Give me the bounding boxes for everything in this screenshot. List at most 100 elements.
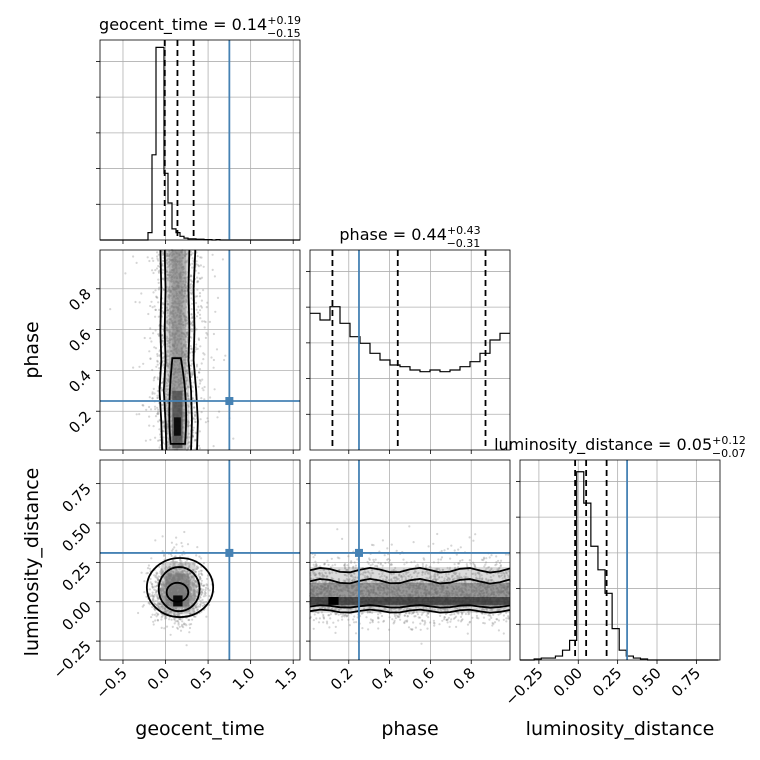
sample-point: [152, 425, 155, 428]
histogram-step: [310, 306, 510, 373]
sample-point: [195, 363, 199, 366]
sample-point: [172, 313, 175, 316]
sample-point: [182, 413, 185, 417]
sample-point: [177, 285, 181, 288]
sample-point: [161, 334, 164, 337]
sample-point: [161, 352, 165, 355]
sample-point: [174, 332, 177, 335]
sample-point: [182, 271, 185, 274]
sample-point: [166, 273, 169, 276]
sample-point: [175, 351, 178, 354]
sample-point: [172, 363, 175, 366]
sample-point: [176, 626, 179, 629]
sample-point: [459, 546, 462, 549]
sample-point: [457, 548, 460, 551]
sample-point: [180, 259, 183, 262]
sample-point: [171, 299, 174, 302]
sample-point: [198, 447, 201, 450]
sample-point: [195, 571, 198, 574]
sample-point: [178, 304, 181, 307]
sample-point: [204, 320, 207, 324]
sample-point: [203, 601, 206, 604]
sample-point: [176, 260, 179, 263]
sample-point: [186, 543, 190, 546]
sample-point: [151, 306, 154, 309]
sample-point: [352, 618, 355, 621]
sample-point: [194, 414, 197, 417]
sample-point: [178, 302, 181, 305]
sample-point: [170, 305, 173, 308]
sample-point: [156, 353, 159, 356]
sample-point: [198, 292, 202, 295]
sample-point: [181, 296, 185, 299]
sample-point: [184, 270, 187, 274]
sample-point: [173, 264, 176, 267]
density-panel-phase-vs-luminosity_distance: [306, 459, 511, 664]
sample-point: [155, 581, 158, 584]
sample-point: [162, 269, 165, 272]
sample-point: [182, 626, 185, 629]
truth-marker: [225, 548, 234, 557]
sample-point: [154, 269, 157, 272]
sample-point: [202, 289, 205, 292]
sample-point: [190, 297, 193, 300]
sample-point: [182, 333, 185, 336]
sample-point: [313, 613, 316, 616]
sample-point: [151, 597, 155, 600]
sample-point: [185, 364, 188, 367]
sample-point: [497, 629, 500, 632]
density-panel-geocent_time-vs-phase: [96, 249, 301, 454]
sample-point: [172, 325, 175, 328]
sample-point: [167, 303, 170, 306]
sample-point: [158, 354, 161, 357]
sample-point: [166, 378, 170, 381]
sample-point: [179, 382, 183, 385]
title-upper-error: +0.12: [712, 434, 746, 447]
sample-point: [124, 272, 127, 275]
sample-point: [181, 265, 184, 269]
sample-point: [361, 627, 364, 630]
sample-point: [212, 358, 215, 362]
sample-point: [161, 250, 164, 253]
sample-point: [172, 332, 175, 335]
sample-point: [160, 626, 163, 630]
sample-point: [179, 274, 182, 277]
sample-point: [182, 440, 185, 443]
sample-point: [145, 572, 148, 575]
sample-point: [177, 353, 181, 356]
sample-point: [179, 337, 182, 340]
sample-point: [175, 329, 179, 332]
sample-point: [157, 253, 160, 256]
sample-point: [170, 541, 173, 544]
sample-point: [175, 306, 178, 309]
sample-point: [204, 586, 208, 589]
sample-point: [437, 561, 440, 564]
sample-point: [170, 618, 173, 621]
sample-point: [182, 256, 185, 259]
sample-point: [204, 588, 207, 592]
sample-point: [165, 335, 169, 338]
sample-point: [202, 265, 205, 268]
sample-point: [191, 262, 194, 265]
sample-point: [206, 333, 209, 336]
sample-point: [143, 580, 146, 583]
sample-point: [144, 439, 147, 442]
sample-point: [140, 292, 143, 295]
sample-point: [180, 381, 183, 385]
title-value: phase = 0.44: [339, 225, 446, 244]
sample-point: [206, 574, 210, 577]
sample-point: [176, 329, 179, 332]
sample-point: [183, 315, 186, 318]
sample-point: [156, 389, 159, 393]
sample-point: [202, 407, 205, 410]
sample-point: [162, 421, 165, 424]
sample-point: [206, 417, 209, 420]
sample-point: [182, 411, 185, 414]
sample-point: [443, 549, 446, 552]
sample-point: [164, 393, 167, 396]
sample-point: [189, 345, 192, 348]
panel-background: [310, 250, 510, 450]
sample-point: [405, 561, 408, 564]
sample-point: [165, 327, 169, 330]
sample-point: [198, 368, 202, 371]
